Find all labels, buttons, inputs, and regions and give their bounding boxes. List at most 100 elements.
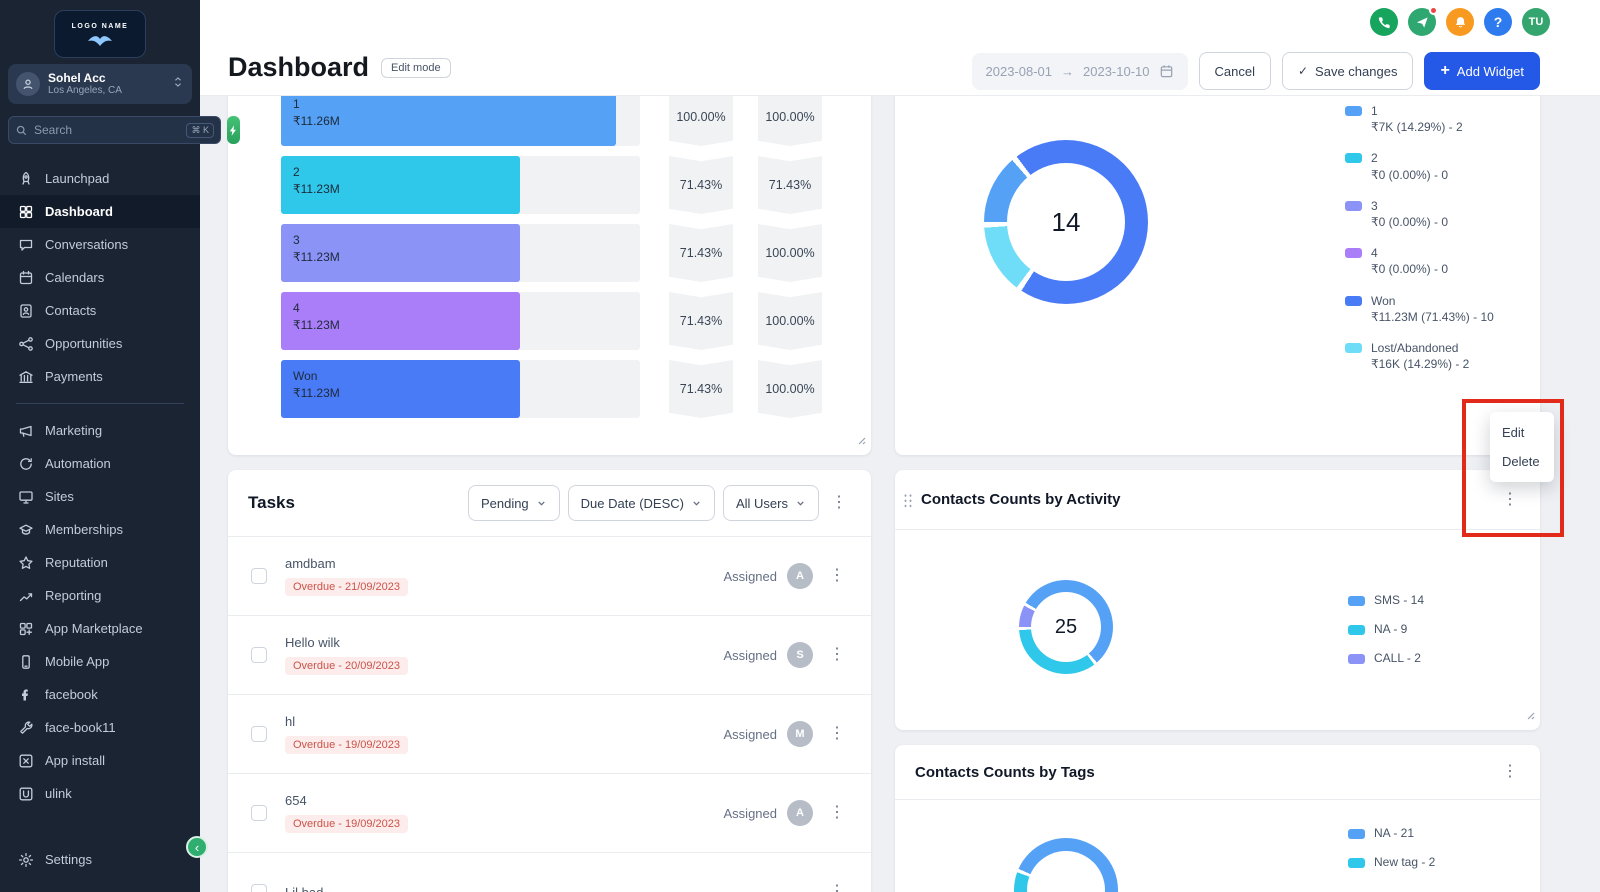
title-row: Dashboard Edit mode [228,52,451,83]
sidebar-item-mobile-app[interactable]: Mobile App [0,645,200,678]
status-filter-dropdown[interactable]: Pending [467,485,560,521]
legend-swatch [1348,624,1365,635]
task-checkbox[interactable] [251,647,267,663]
donut-total: 25 [1054,615,1078,638]
sidebar-item-launchpad[interactable]: Launchpad [0,162,200,195]
task-checkbox[interactable] [251,726,267,742]
resize-handle[interactable] [1524,707,1535,725]
tags-header: Contacts Counts by Tags ⋮ [895,745,1540,800]
sidebar-item-opportunities[interactable]: Opportunities [0,327,200,360]
funnel-row: Won ₹11.23M 71.43% 100.00% [228,360,871,418]
sidebar-item-payments[interactable]: Payments [0,360,200,393]
task-kebab-menu[interactable]: ⋮ [823,566,851,586]
sidebar-item-automation[interactable]: Automation [0,447,200,480]
share-network-icon [18,336,34,352]
account-switcher[interactable]: Sohel Acc Los Angeles, CA [8,64,192,104]
sidebar-item-dashboard[interactable]: Dashboard [0,195,200,228]
sidebar-item-calendars[interactable]: Calendars [0,261,200,294]
add-widget-button[interactable]: + Add Widget [1424,52,1540,90]
sidebar-item-settings[interactable]: Settings [0,843,200,876]
lightning-bolt-icon [229,124,236,136]
keyboard-shortcut-badge: ⌘ K [186,122,214,138]
task-checkbox[interactable] [251,884,267,892]
conversion-chip: 71.43% [669,156,733,214]
search-input[interactable] [34,123,181,137]
sort-filter-dropdown[interactable]: Due Date (DESC) [567,485,715,521]
task-kebab-menu[interactable]: ⋮ [823,645,851,665]
drag-handle-icon[interactable] [903,491,913,508]
trend-chart-icon [18,588,34,604]
legend-swatch [1348,653,1365,664]
sidebar-item-memberships[interactable]: Memberships [0,513,200,546]
chevron-updown-icon [172,75,184,94]
broadcast-button[interactable] [1408,6,1438,36]
cancel-button[interactable]: Cancel [1198,52,1271,90]
help-button[interactable]: ? [1484,8,1512,36]
menu-item-delete[interactable]: Delete [1502,454,1540,469]
opportunities-widget: 14 1 ₹7K (14.29%) - 2 2 ₹0 (0.00%) - 0 3 [895,96,1540,455]
task-kebab-menu[interactable]: ⋮ [823,803,851,823]
sidebar-item-marketing[interactable]: Marketing [0,414,200,447]
legend-label: NA - 21 [1374,826,1415,840]
calendar-icon [18,270,34,286]
sidebar-item-reputation[interactable]: Reputation [0,546,200,579]
sidebar-item-face-book11[interactable]: face-book11 [0,711,200,744]
legend-swatch [1345,106,1362,116]
sidebar-item-conversations[interactable]: Conversations [0,228,200,261]
legend-label: SMS - 14 [1374,593,1425,607]
task-avatar: A [787,800,813,826]
save-changes-button[interactable]: ✓ Save changes [1281,52,1414,90]
filter-value: Due Date (DESC) [580,495,684,511]
task-kebab-menu[interactable]: ⋮ [823,724,851,744]
funnel-row: 4 ₹11.23M 71.43% 100.00% [228,292,871,350]
search-box[interactable]: ⌘ K [8,116,221,144]
date-range-picker[interactable]: 2023-08-01 → 2023-10-10 [971,52,1188,90]
monitor-icon [18,489,34,505]
opportunities-legend: 1 ₹7K (14.29%) - 2 2 ₹0 (0.00%) - 0 3 ₹0… [1345,103,1494,372]
mobile-phone-icon [18,654,34,670]
task-title: 654 [285,793,307,808]
tasks-kebab-menu[interactable]: ⋮ [825,493,853,513]
legend-item: SMS - 14 [1348,592,1424,608]
sidebar-item-label: Mobile App [45,654,110,669]
sidebar-item-ulink[interactable]: ulink [0,777,200,810]
megaphone-icon [18,423,34,439]
sidebar-item-app-marketplace[interactable]: App Marketplace [0,612,200,645]
sidebar-item-contacts[interactable]: Contacts [0,294,200,327]
tags-widget: Contacts Counts by Tags ⋮ NA - 21 New ta… [895,745,1540,892]
quick-actions-button[interactable] [227,116,240,144]
tags-kebab-menu[interactable]: ⋮ [1496,762,1524,782]
sidebar-item-reporting[interactable]: Reporting [0,579,200,612]
funnel-bar-value: ₹11.23M [293,250,340,264]
widget-context-menu: Edit Delete [1490,412,1554,482]
sidebar: LOGO NAME Sohel Acc Los Angeles, CA ⌘ K [0,0,240,892]
tasks-widget: Tasks Pending Due Date (DESC) All Users … [228,470,871,892]
legend-item: 2 ₹0 (0.00%) - 0 [1345,150,1494,182]
sidebar-divider [16,403,184,404]
user-avatar[interactable]: TU [1522,8,1550,36]
opportunities-donut-chart: 14 [984,140,1148,304]
task-checkbox[interactable] [251,568,267,584]
header-icon-row: ? TU [1370,6,1550,36]
user-filter-dropdown[interactable]: All Users [722,485,819,521]
phone-button[interactable] [1370,8,1398,36]
menu-item-edit[interactable]: Edit [1502,425,1525,440]
task-title: Hello wilk [285,635,340,650]
legend-swatch [1348,595,1365,606]
sidebar-item-sites[interactable]: Sites [0,480,200,513]
conversion-chip: 100.00% [758,360,822,418]
filter-value: Pending [480,495,529,511]
activity-kebab-menu[interactable]: ⋮ [1496,490,1524,510]
resize-handle[interactable] [855,432,866,450]
sidebar-item-app-install[interactable]: App install [0,744,200,777]
legend-label: New tag - 2 [1374,855,1436,870]
task-kebab-menu[interactable]: ⋮ [823,882,851,892]
sidebar-collapse-button[interactable]: ‹ [186,836,208,858]
notifications-button[interactable] [1446,8,1474,36]
sidebar-item-facebook[interactable]: facebook [0,678,200,711]
u-square-icon [18,786,34,802]
legend-label: Lost/Abandoned [1371,340,1459,355]
chevron-down-icon [693,500,700,506]
task-checkbox[interactable] [251,805,267,821]
